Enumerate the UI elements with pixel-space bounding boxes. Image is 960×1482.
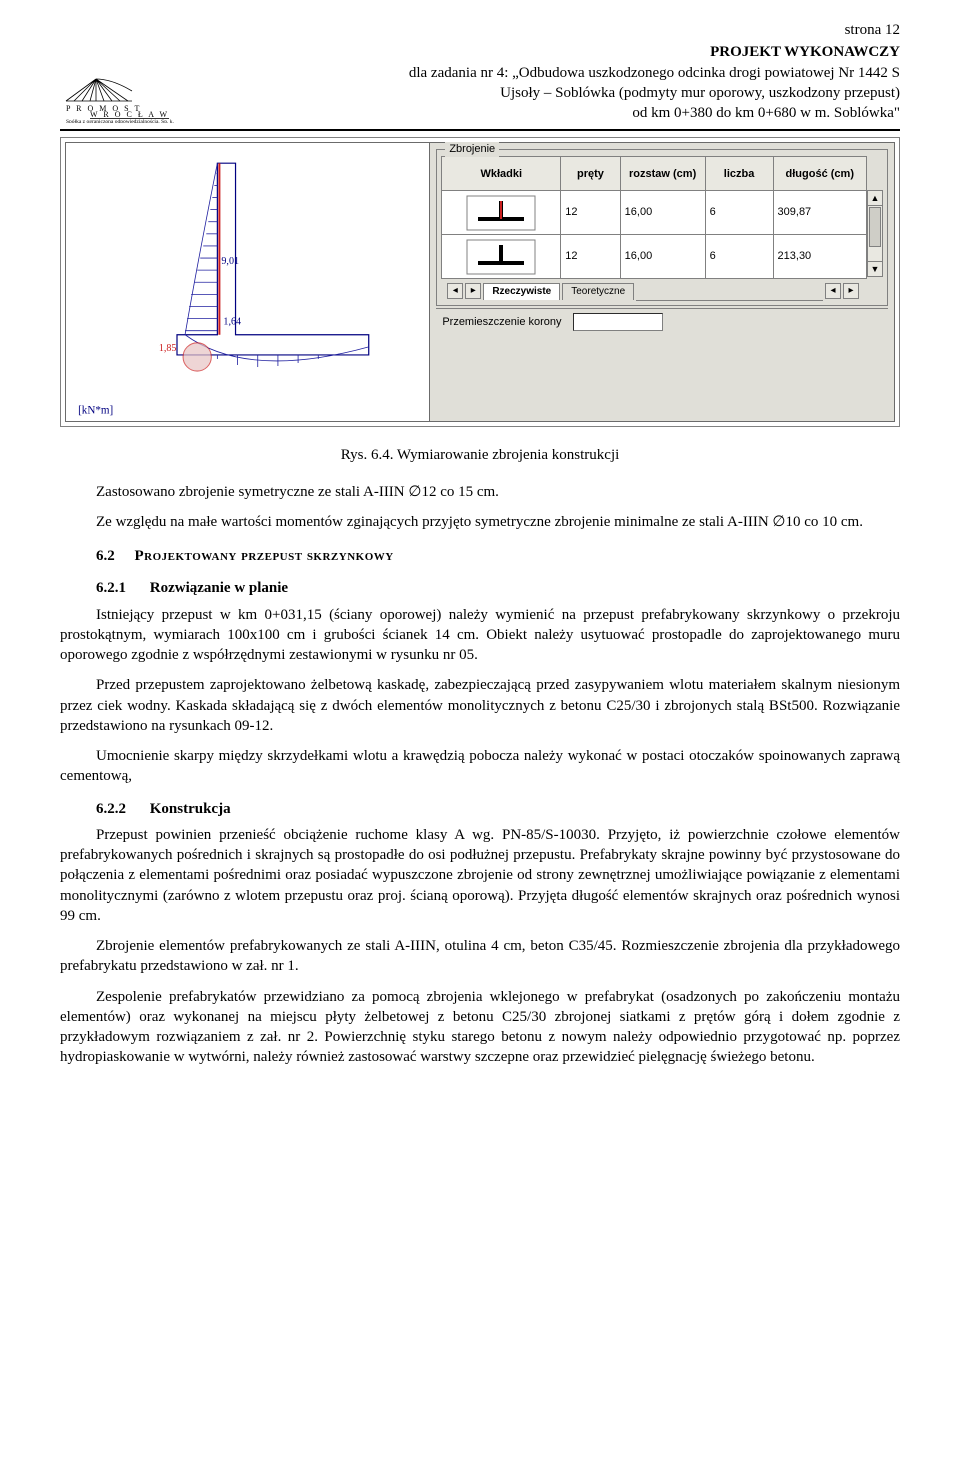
paragraph: Ze względu na małe wartości momentów zgi… bbox=[60, 512, 900, 532]
subsection-6-2-1: 6.2.1 Rozwiązanie w planie bbox=[96, 578, 900, 598]
displacement-input[interactable] bbox=[573, 313, 663, 331]
cell-rozstaw[interactable]: 16,00 bbox=[620, 191, 705, 235]
svg-text:[kN*m]: [kN*m] bbox=[78, 405, 113, 417]
hscroll-right-icon[interactable]: ▸ bbox=[843, 283, 859, 299]
rebar-groupbox: Zbrojenie Wkładki pręty rozstaw (cm) bbox=[436, 149, 888, 306]
paragraph: Przed przepustem zaprojektowano żelbetow… bbox=[60, 675, 900, 736]
vertical-scrollbar[interactable]: ▲ ▼ bbox=[867, 190, 883, 277]
tabs-row: ◂ ▸ Rzeczywiste Teoretyczne ◂ ▸ bbox=[447, 281, 861, 301]
table-row[interactable]: 12 16,00 6 309,87 bbox=[442, 191, 867, 235]
page-number: strona 12 bbox=[60, 20, 900, 40]
displacement-label: Przemieszczenie korony bbox=[442, 316, 561, 328]
hscroll-left-icon[interactable]: ◂ bbox=[825, 283, 841, 299]
svg-text:1,85: 1,85 bbox=[159, 343, 177, 354]
logo-text-bot: Spółka z ograniczoną odpowiedzialnością,… bbox=[66, 119, 174, 123]
app-screenshot: 9,01 1,64 1,85 [kN*m] Zbrojenie bbox=[60, 137, 900, 427]
figure-caption: Rys. 6.4. Wymiarowanie zbrojenia konstru… bbox=[60, 445, 900, 465]
rebar-table: Wkładki pręty rozstaw (cm) liczba długoś… bbox=[441, 156, 867, 279]
subsection-title: Konstrukcja bbox=[150, 801, 231, 817]
cell-rozstaw[interactable]: 16,00 bbox=[620, 235, 705, 279]
header-line1: dla zadania nr 4: „Odbudowa uszkodzonego… bbox=[230, 63, 900, 83]
subsection-number: 6.2.2 bbox=[96, 801, 126, 817]
col-prety[interactable]: pręty bbox=[561, 157, 620, 191]
tab-teoretyczne[interactable]: Teoretyczne bbox=[562, 283, 634, 300]
paragraph: Istniejący przepust w km 0+031,15 (ścian… bbox=[60, 605, 900, 666]
paragraph: Umocnienie skarpy między skrzydełkami wl… bbox=[60, 746, 900, 787]
moment-diagram: 9,01 1,64 1,85 [kN*m] bbox=[66, 143, 429, 426]
data-pane: Zbrojenie Wkładki pręty rozstaw (cm) bbox=[430, 143, 894, 421]
cell-liczba[interactable]: 6 bbox=[705, 235, 773, 279]
section-title: Projektowany przepust skrzynkowy bbox=[135, 548, 394, 564]
cell-prety[interactable]: 12 bbox=[561, 235, 620, 279]
cell-prety[interactable]: 12 bbox=[561, 191, 620, 235]
paragraph: Przepust powinien przenieść obciążenie r… bbox=[60, 825, 900, 926]
svg-text:1,64: 1,64 bbox=[223, 317, 241, 328]
section-6-2: 6.2 Projektowany przepust skrzynkowy bbox=[96, 546, 900, 566]
logo-text-mid: W R O C Ł A W bbox=[90, 110, 169, 119]
header-line3: od km 0+380 do km 0+680 w m. Soblówka" bbox=[230, 103, 900, 123]
svg-text:9,01: 9,01 bbox=[221, 256, 239, 267]
header-text-block: PROJEKT WYKONAWCZY dla zadania nr 4: „Od… bbox=[230, 42, 900, 123]
col-liczba[interactable]: liczba bbox=[705, 157, 773, 191]
rebar-shape-icon bbox=[442, 191, 561, 235]
tab-scroll-right-icon[interactable]: ▸ bbox=[465, 283, 481, 299]
scroll-down-icon[interactable]: ▼ bbox=[868, 261, 882, 276]
displacement-row: Przemieszczenie korony bbox=[436, 308, 888, 335]
company-logo: P R O M O S T W R O C Ł A W Spółka z ogr… bbox=[60, 67, 230, 123]
header-title: PROJEKT WYKONAWCZY bbox=[230, 42, 900, 62]
cell-liczba[interactable]: 6 bbox=[705, 191, 773, 235]
col-rozstaw[interactable]: rozstaw (cm) bbox=[620, 157, 705, 191]
col-dlugosc[interactable]: długość (cm) bbox=[773, 157, 866, 191]
cell-dlugosc[interactable]: 309,87 bbox=[773, 191, 866, 235]
page-header: P R O M O S T W R O C Ł A W Spółka z ogr… bbox=[60, 42, 900, 131]
groupbox-label: Zbrojenie bbox=[445, 142, 499, 157]
rebar-shape-icon bbox=[442, 235, 561, 279]
header-line2: Ujsoły – Soblówka (podmyty mur oporowy, … bbox=[230, 83, 900, 103]
paragraph: Zbrojenie elementów prefabrykowanych ze … bbox=[60, 936, 900, 977]
paragraph: Zastosowano zbrojenie symetryczne ze sta… bbox=[60, 482, 900, 502]
scrollbar-thumb[interactable] bbox=[869, 207, 881, 247]
cell-dlugosc[interactable]: 213,30 bbox=[773, 235, 866, 279]
section-number: 6.2 bbox=[96, 548, 115, 564]
subsection-number: 6.2.1 bbox=[96, 580, 126, 596]
tab-scroll-left-icon[interactable]: ◂ bbox=[447, 283, 463, 299]
col-wkladki[interactable]: Wkładki bbox=[442, 157, 561, 191]
table-row[interactable]: 12 16,00 6 213,30 bbox=[442, 235, 867, 279]
scroll-up-icon[interactable]: ▲ bbox=[868, 191, 882, 206]
diagram-pane: 9,01 1,64 1,85 [kN*m] bbox=[66, 143, 430, 421]
paragraph: Zespolenie prefabrykatów przewidziano za… bbox=[60, 987, 900, 1068]
subsection-title: Rozwiązanie w planie bbox=[150, 580, 288, 596]
tab-rzeczywiste[interactable]: Rzeczywiste bbox=[483, 283, 560, 300]
subsection-6-2-2: 6.2.2 Konstrukcja bbox=[96, 799, 900, 819]
